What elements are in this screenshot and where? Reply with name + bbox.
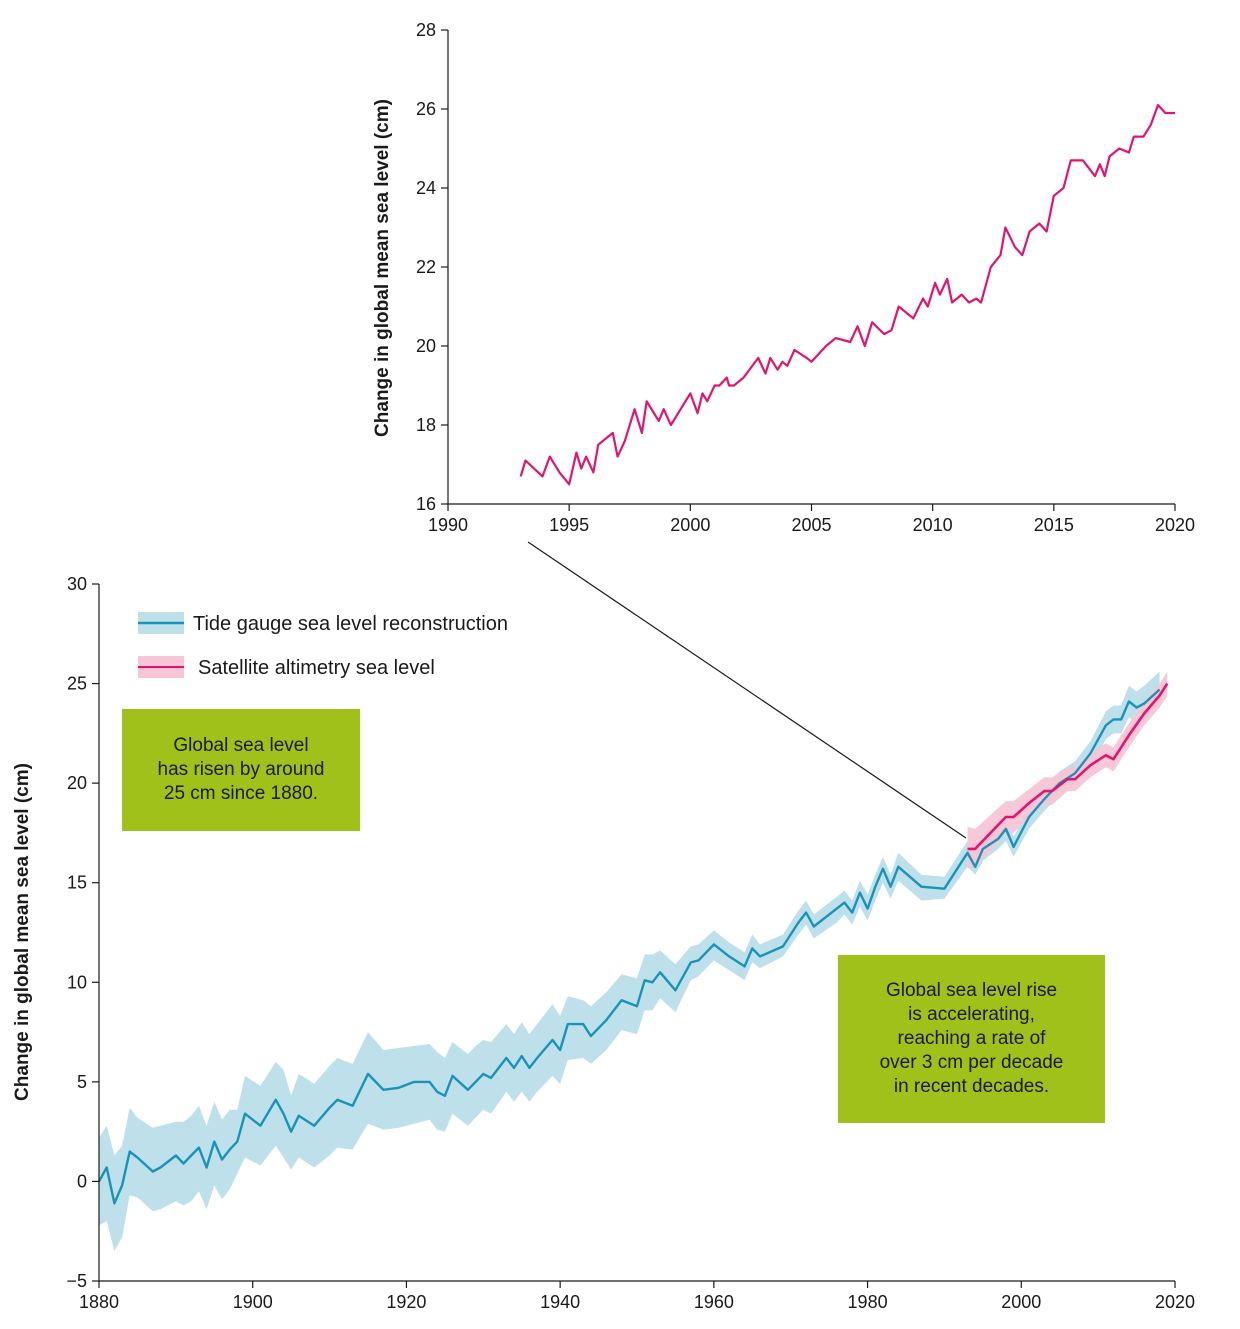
annotation-text-sea-level-rise: Global sea level has risen by around 25 … bbox=[157, 735, 325, 804]
x-tick-label: 1920 bbox=[386, 1292, 426, 1312]
y-tick-label: 15 bbox=[67, 873, 87, 893]
x-tick-label: 1940 bbox=[540, 1292, 580, 1312]
x-tick-label: 2020 bbox=[1155, 515, 1195, 535]
legend-item-satellite: Satellite altimetry sea level bbox=[138, 656, 435, 679]
y-tick-label: 30 bbox=[67, 574, 87, 594]
y-tick-label: 18 bbox=[416, 415, 436, 435]
y-tick-label: 28 bbox=[416, 20, 436, 40]
y-tick-label: 20 bbox=[67, 773, 87, 793]
y-tick-label: 25 bbox=[67, 674, 87, 694]
annotation-text-acceleration: Global sea level rise is accelerating, r… bbox=[879, 980, 1064, 1097]
legend-label-satellite: Satellite altimetry sea level bbox=[198, 657, 435, 679]
inset-plot-area bbox=[519, 103, 1175, 486]
x-tick-label: 2000 bbox=[1001, 1292, 1041, 1312]
x-tick-label: 1980 bbox=[848, 1292, 888, 1312]
main-series-lines bbox=[97, 682, 1169, 1205]
inset-connector-line bbox=[527, 541, 967, 839]
inset-y-axis-title: Change in global mean sea level (cm) bbox=[372, 99, 393, 437]
y-tick-label: −5 bbox=[66, 1271, 87, 1291]
tide-gauge-uncertainty-band bbox=[99, 671, 1160, 1252]
legend: Tide gauge sea level reconstruction Sate… bbox=[138, 612, 508, 679]
inset-satellite-series-line bbox=[519, 103, 1175, 486]
satellite-series-line bbox=[967, 682, 1169, 851]
satellite-uncertainty-band bbox=[967, 671, 1168, 869]
inset-axes: 1990 1995 2000 2005 2010 2015 2020 16 18 20 22 24 26… bbox=[416, 20, 1195, 535]
annotation-box-acceleration: Global sea level rise is accelerating, r… bbox=[838, 955, 1105, 1123]
annotation-box-sea-level-rise: Global sea level has risen by around 25 … bbox=[122, 709, 360, 831]
main-chart: 1880 1900 1920 1940 1960 1980 2000 2020 −5 0 5 10 15… bbox=[12, 574, 1195, 1312]
y-tick-label: 20 bbox=[416, 336, 436, 356]
x-tick-label: 2000 bbox=[670, 515, 710, 535]
inset-chart: 1990 1995 2000 2005 2010 2015 2020 16 18 20 22 24 26… bbox=[372, 20, 1195, 535]
legend-label-tide-gauge: Tide gauge sea level reconstruction bbox=[193, 613, 508, 635]
y-tick-label: 24 bbox=[416, 178, 436, 198]
x-tick-label: 1960 bbox=[694, 1292, 734, 1312]
y-tick-label: 26 bbox=[416, 99, 436, 119]
x-tick-label: 2015 bbox=[1034, 515, 1074, 535]
x-tick-label: 2010 bbox=[913, 515, 953, 535]
y-tick-label: 5 bbox=[77, 1072, 87, 1092]
x-tick-label: 1990 bbox=[428, 515, 468, 535]
main-y-axis-title: Change in global mean sea level (cm) bbox=[12, 763, 33, 1101]
y-tick-label: 0 bbox=[77, 1171, 87, 1191]
x-tick-label: 2020 bbox=[1155, 1292, 1195, 1312]
y-tick-label: 16 bbox=[416, 494, 436, 514]
x-tick-label: 1900 bbox=[233, 1292, 273, 1312]
x-tick-label: 1880 bbox=[79, 1292, 119, 1312]
y-tick-label: 22 bbox=[416, 257, 436, 277]
y-tick-label: 10 bbox=[67, 972, 87, 992]
x-tick-label: 2005 bbox=[791, 515, 831, 535]
tide-gauge-series-line bbox=[97, 688, 1161, 1205]
main-uncertainty-bands bbox=[99, 671, 1168, 1252]
main-axes: 1880 1900 1920 1940 1960 1980 2000 2020 −5 0 5 10 15… bbox=[66, 574, 1195, 1312]
legend-item-tide-gauge: Tide gauge sea level reconstruction bbox=[138, 612, 508, 635]
x-tick-label: 1995 bbox=[549, 515, 589, 535]
